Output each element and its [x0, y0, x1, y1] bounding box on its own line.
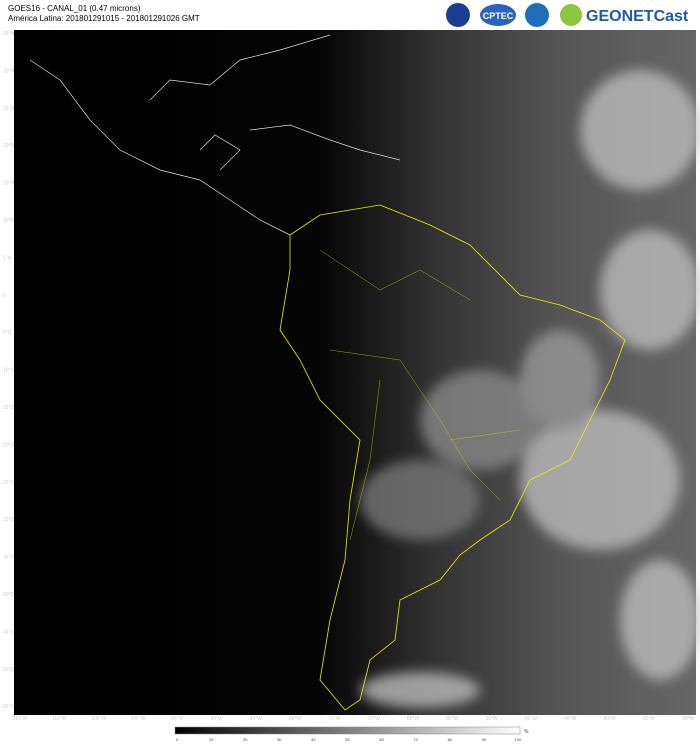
lat-label: 20°N	[3, 143, 15, 149]
lon-label: 35°W	[643, 716, 656, 722]
colorbar-tick: 0	[176, 737, 179, 742]
lat-label: 25°N	[3, 106, 15, 112]
colorbar-ticks: 0 10 20 30 40 50 60 70 80 90 100%	[176, 729, 529, 742]
coastline-north	[29, 34, 401, 236]
lat-label: 20°S	[3, 442, 15, 448]
colorbar-tick: 40	[311, 737, 316, 742]
lon-label: 45°W	[564, 716, 577, 722]
lat-label: 0	[3, 293, 6, 299]
lat-labels: 35°N 30°N 25°N 20°N 15°N 10°N 5°N 0 5°S 10°S 15°S 2…	[3, 31, 15, 710]
lon-label: 50°W	[525, 716, 538, 722]
colorbar-tick: 10	[209, 737, 214, 742]
lon-label: 110°W	[52, 716, 67, 722]
lat-label: 15°N	[3, 181, 15, 187]
lat-label: 30°N	[3, 68, 15, 74]
logo-geonet-icon	[560, 4, 582, 26]
clouds	[360, 70, 700, 708]
lat-label: 30°S	[3, 517, 15, 523]
subtitle: América Latina: 201801291015 - 201801291…	[8, 14, 200, 23]
logo-text: GEONETCast	[586, 8, 689, 25]
colorbar-tick: 70	[413, 737, 418, 742]
lat-label: 45°S	[3, 629, 15, 635]
lat-label: 50°S	[3, 667, 15, 673]
logo-inpe	[446, 3, 470, 27]
logo-noaa	[525, 3, 549, 27]
lon-label: 60°W	[446, 716, 459, 722]
lat-label: 5°S	[3, 330, 12, 336]
lon-labels: 115°W 110°W 105°W 100°W 95°W 90°W 85°W 80°W 75°W…	[13, 716, 695, 722]
colorbar-tick: 100	[515, 737, 522, 742]
title: GOES16 - CANAL_01 (0.47 microns)	[8, 4, 141, 13]
lat-label: 40°S	[3, 592, 15, 598]
lat-label: 15°S	[3, 405, 15, 411]
lon-label: 80°W	[289, 716, 302, 722]
lat-label: 35°S	[3, 555, 15, 561]
map	[14, 30, 700, 715]
lat-label: 5°N	[3, 255, 12, 261]
lon-label: 85°W	[250, 716, 263, 722]
lon-label: 95°W	[171, 716, 184, 722]
lon-label: 75°W	[328, 716, 341, 722]
lat-label: 55°S	[3, 704, 15, 710]
colorbar	[174, 726, 521, 735]
lon-label: 55°W	[485, 716, 498, 722]
colorbar-tick: 20	[243, 737, 248, 742]
logos: CPTEC GEONETCast	[446, 3, 689, 27]
colorbar-tick: 50	[345, 737, 350, 742]
lon-label: 70°W	[368, 716, 381, 722]
lat-label: 35°N	[3, 31, 15, 37]
colorbar-tick: 30	[277, 737, 282, 742]
colorbar-tick: 80	[448, 737, 453, 742]
colorbar-tick: 90	[482, 737, 487, 742]
borders	[319, 249, 521, 541]
logo-cptec	[480, 4, 516, 26]
lon-label: 100°W	[130, 716, 145, 722]
lon-label: 65°W	[407, 716, 420, 722]
logo-text: CPTEC	[483, 11, 514, 21]
lon-label: 30°W	[682, 716, 695, 722]
lat-label: 25°S	[3, 480, 15, 486]
lat-label: 10°N	[3, 218, 15, 224]
colorbar-tick: 60	[379, 737, 384, 742]
lon-label: 105°W	[91, 716, 106, 722]
coastline-south-america	[279, 204, 626, 711]
colorbar-unit: %	[524, 729, 529, 735]
lat-label: 10°S	[3, 368, 15, 374]
lon-label: 90°W	[210, 716, 223, 722]
lon-label: 115°W	[13, 716, 28, 722]
lon-label: 40°W	[603, 716, 616, 722]
